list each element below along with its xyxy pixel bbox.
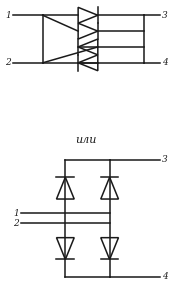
Text: или: или <box>75 135 97 145</box>
Text: 1: 1 <box>6 11 11 20</box>
Text: 2: 2 <box>13 219 19 228</box>
Text: 3: 3 <box>162 11 167 20</box>
Text: 3: 3 <box>162 155 167 164</box>
Text: 2: 2 <box>6 58 11 67</box>
Text: 4: 4 <box>162 272 167 281</box>
Text: 1: 1 <box>13 209 19 218</box>
Text: 4: 4 <box>162 58 167 67</box>
